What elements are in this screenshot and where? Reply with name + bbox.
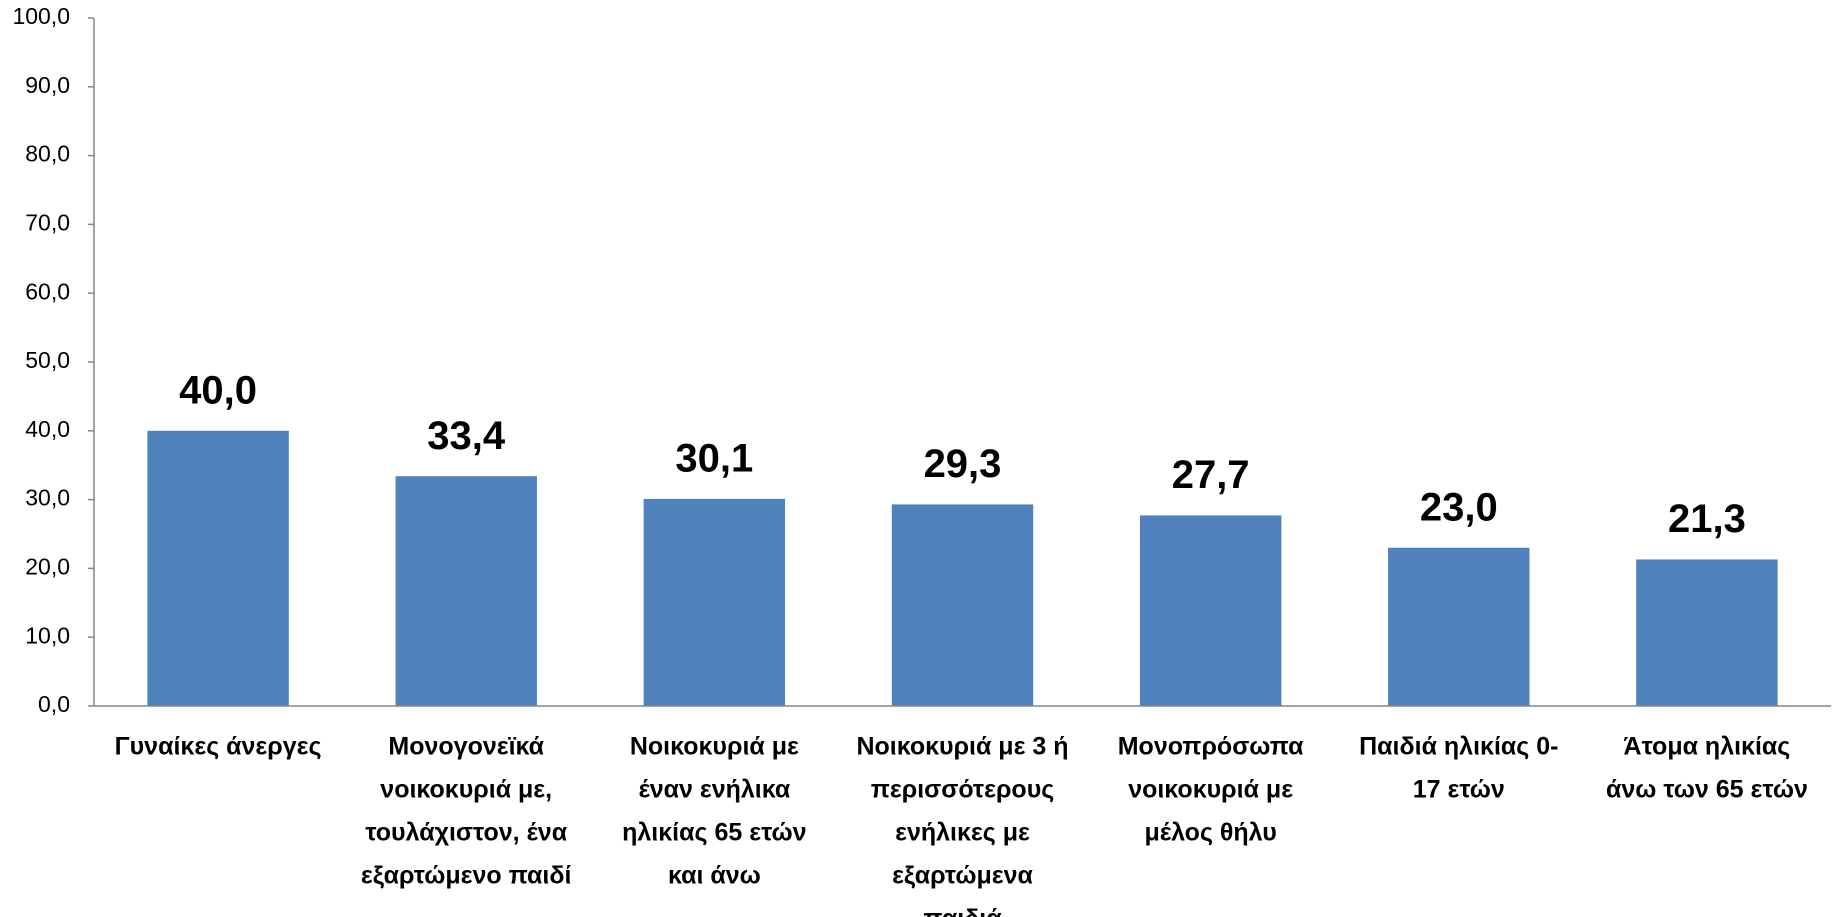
- y-tick-label: 40,0: [25, 416, 70, 442]
- x-tick-label: άνω των 65 ετών: [1606, 776, 1808, 804]
- x-tick-label: τουλάχιστον, ένα: [365, 819, 567, 847]
- bar: [1139, 515, 1282, 706]
- x-tick-label: Μονοπρόσωπα: [1118, 733, 1304, 761]
- x-tick-label: Άτομα ηλικίας: [1624, 733, 1791, 761]
- y-tick-label: 20,0: [25, 553, 70, 579]
- y-tick-label: 50,0: [25, 347, 70, 373]
- bar: [147, 430, 289, 706]
- x-tick-label: παιδιά: [923, 905, 1002, 917]
- value-label: 21,3: [1668, 497, 1746, 541]
- x-tick-label: Γυναίκες άνεργες: [115, 733, 322, 761]
- x-tick-label: νοικοκυριά με: [1128, 776, 1293, 804]
- value-label: 30,1: [675, 436, 753, 480]
- y-tick-label: 100,0: [12, 3, 70, 29]
- y-tick-label: 10,0: [25, 622, 70, 648]
- x-tick-label: Νοικοκυριά με: [630, 733, 799, 761]
- value-label: 40,0: [179, 368, 257, 412]
- x-tick-label: και άνω: [668, 862, 761, 890]
- bar: [643, 498, 786, 706]
- x-tick-label: εξαρτώμενο παιδί: [361, 862, 572, 890]
- value-label: 29,3: [924, 442, 1002, 486]
- value-label: 23,0: [1420, 485, 1498, 529]
- x-tick-label: εξαρτώμενα: [892, 862, 1033, 890]
- x-tick-label: Μονογονεϊκά: [388, 733, 544, 761]
- y-tick-label: 80,0: [25, 141, 70, 167]
- bar: [395, 476, 537, 706]
- value-label: 33,4: [427, 414, 506, 458]
- x-tick-label: περισσότερους: [871, 776, 1055, 804]
- x-tick-label: Παιδιά ηλικίας 0-: [1359, 733, 1558, 761]
- value-label: 27,7: [1172, 453, 1250, 497]
- x-tick-label: ηλικίας 65 ετών: [622, 819, 806, 847]
- y-tick-label: 90,0: [25, 72, 70, 98]
- bar: [1636, 559, 1778, 706]
- x-tick-label: νοικοκυριά με,: [380, 776, 552, 804]
- y-tick-label: 70,0: [25, 209, 70, 235]
- bar: [891, 504, 1034, 706]
- y-tick-label: 0,0: [38, 691, 70, 717]
- x-tick-label: μέλος θήλυ: [1145, 819, 1277, 847]
- y-tick-label: 60,0: [25, 278, 70, 304]
- x-tick-label: έναν ενήλικα: [638, 776, 790, 804]
- x-tick-label: 17 ετών: [1413, 776, 1505, 804]
- x-tick-label: Νοικοκυριά με 3 ή: [856, 733, 1068, 761]
- bar: [1388, 547, 1530, 706]
- y-tick-label: 30,0: [25, 485, 70, 511]
- x-tick-label: ενήλικες με: [895, 819, 1030, 847]
